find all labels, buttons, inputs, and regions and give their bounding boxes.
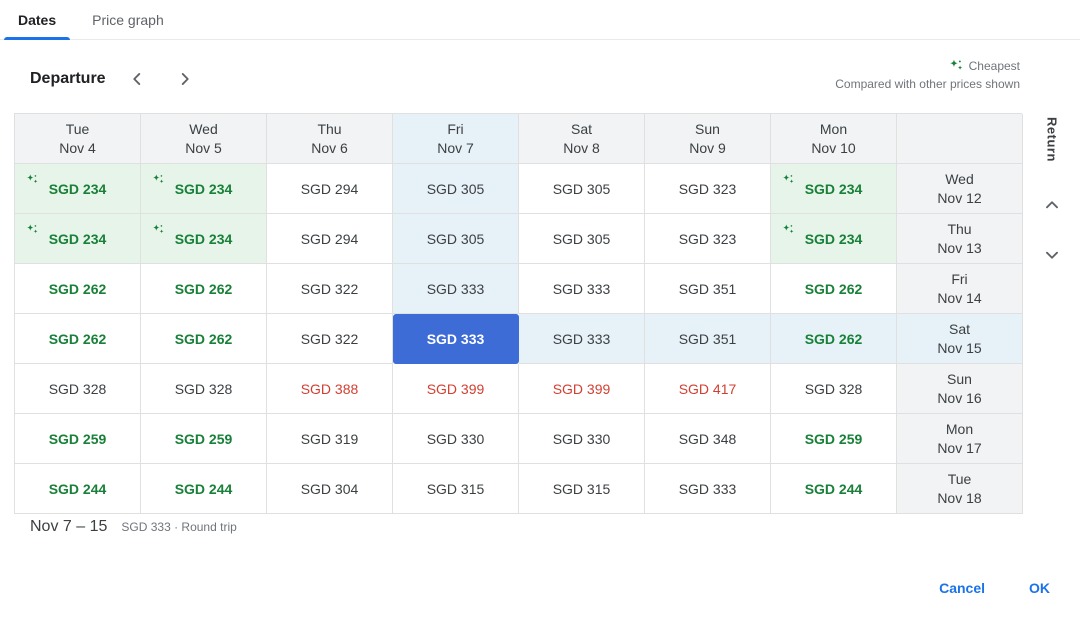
- price-cell[interactable]: SGD 259: [141, 414, 267, 464]
- price-cell[interactable]: SGD 388: [267, 364, 393, 414]
- price-cell[interactable]: SGD 351: [645, 264, 771, 314]
- chevron-up-icon: [1046, 201, 1058, 209]
- departure-col-header: Fri Nov 7: [393, 114, 519, 164]
- prev-dates-button[interactable]: [120, 62, 154, 96]
- price-cell[interactable]: SGD 417: [645, 364, 771, 414]
- return-row-header: Tue Nov 18: [897, 464, 1023, 514]
- tab-dates[interactable]: Dates: [0, 0, 74, 40]
- return-row-header: Sun Nov 16: [897, 364, 1023, 414]
- departure-col-header: Sun Nov 9: [645, 114, 771, 164]
- cheapest-label: Cheapest: [968, 58, 1020, 73]
- price-cell[interactable]: SGD 328: [15, 364, 141, 414]
- price-cell[interactable]: SGD 315: [393, 464, 519, 514]
- chevron-down-icon: [1046, 251, 1058, 259]
- price-cell[interactable]: SGD 399: [393, 364, 519, 414]
- price-cell[interactable]: SGD 322: [267, 264, 393, 314]
- price-cell[interactable]: SGD 234: [15, 214, 141, 264]
- departure-col-header: Sat Nov 8: [519, 114, 645, 164]
- price-cell[interactable]: SGD 323: [645, 164, 771, 214]
- col-header-empty: [897, 114, 1023, 164]
- price-cell[interactable]: SGD 333: [519, 314, 645, 364]
- selected-date-range: Nov 7 – 15: [30, 518, 108, 535]
- next-dates-button[interactable]: [168, 62, 202, 96]
- price-cell[interactable]: SGD 333: [645, 464, 771, 514]
- price-cell[interactable]: SGD 259: [771, 414, 897, 464]
- price-cell[interactable]: SGD 244: [141, 464, 267, 514]
- price-cell[interactable]: SGD 328: [141, 364, 267, 414]
- price-cell[interactable]: SGD 305: [393, 164, 519, 214]
- price-cell[interactable]: SGD 244: [15, 464, 141, 514]
- price-cell[interactable]: SGD 333: [393, 264, 519, 314]
- price-cell[interactable]: SGD 294: [267, 214, 393, 264]
- departure-label: Departure: [30, 70, 106, 87]
- price-cell[interactable]: SGD 305: [393, 214, 519, 264]
- price-cell[interactable]: SGD 322: [267, 314, 393, 364]
- price-cell[interactable]: SGD 333: [519, 264, 645, 314]
- sparkle-icon: [26, 174, 38, 184]
- sparkle-icon: [949, 59, 962, 70]
- return-row-header: Mon Nov 17: [897, 414, 1023, 464]
- price-cell[interactable]: SGD 305: [519, 214, 645, 264]
- scroll-return-up-button[interactable]: [1035, 188, 1069, 222]
- price-cell[interactable]: SGD 262: [771, 314, 897, 364]
- price-cell[interactable]: SGD 294: [267, 164, 393, 214]
- return-label: Return: [1044, 117, 1060, 162]
- price-cell[interactable]: SGD 348: [645, 414, 771, 464]
- price-cell[interactable]: SGD 315: [519, 464, 645, 514]
- chevron-right-icon: [181, 73, 189, 85]
- price-cell[interactable]: SGD 244: [771, 464, 897, 514]
- price-cell[interactable]: SGD 262: [15, 264, 141, 314]
- cheapest-legend: Cheapest Compared with other prices show…: [835, 58, 1020, 92]
- scroll-return-down-button[interactable]: [1035, 238, 1069, 272]
- return-row-header: Thu Nov 13: [897, 214, 1023, 264]
- price-cell[interactable]: SGD 351: [645, 314, 771, 364]
- cancel-button[interactable]: Cancel: [939, 580, 985, 596]
- return-row-header: Fri Nov 14: [897, 264, 1023, 314]
- departure-col-header: Tue Nov 4: [15, 114, 141, 164]
- price-cell[interactable]: SGD 399: [519, 364, 645, 414]
- date-price-grid: Tue Nov 4 Wed Nov 5 Thu Nov 6 Fri Nov 7 Sat Nov 8…: [14, 113, 1023, 514]
- departure-col-header: Wed Nov 5: [141, 114, 267, 164]
- tab-bar: Dates Price graph: [0, 0, 1080, 40]
- price-cell[interactable]: SGD 234: [771, 164, 897, 214]
- price-cell[interactable]: SGD 234: [15, 164, 141, 214]
- departure-col-header: Mon Nov 10: [771, 114, 897, 164]
- price-cell[interactable]: SGD 262: [141, 264, 267, 314]
- price-cell[interactable]: SGD 330: [519, 414, 645, 464]
- price-cell[interactable]: SGD 262: [141, 314, 267, 364]
- return-rail: Return: [1030, 113, 1074, 272]
- sparkle-icon: [26, 224, 38, 234]
- ok-button[interactable]: OK: [1029, 580, 1050, 596]
- dialog-actions: Cancel OK: [939, 580, 1050, 596]
- tab-price-graph[interactable]: Price graph: [92, 11, 164, 28]
- price-cell[interactable]: SGD 323: [645, 214, 771, 264]
- sparkle-icon: [782, 174, 794, 184]
- selected-price-summary: SGD 333 · Round trip: [121, 520, 237, 534]
- sparkle-icon: [152, 224, 164, 234]
- compared-label: Compared with other prices shown: [835, 77, 1020, 91]
- selection-summary: Nov 7 – 15 SGD 333 · Round trip: [30, 518, 237, 536]
- price-cell[interactable]: SGD 259: [15, 414, 141, 464]
- price-cell[interactable]: SGD 328: [771, 364, 897, 414]
- departure-col-header: Thu Nov 6: [267, 114, 393, 164]
- price-cell[interactable]: SGD 234: [141, 164, 267, 214]
- price-cell[interactable]: SGD 262: [771, 264, 897, 314]
- chevron-left-icon: [132, 73, 140, 85]
- sparkle-icon: [782, 224, 794, 234]
- price-cell[interactable]: SGD 319: [267, 414, 393, 464]
- price-cell[interactable]: SGD 234: [141, 214, 267, 264]
- return-row-header: Sat Nov 15: [897, 314, 1023, 364]
- price-cell[interactable]: SGD 304: [267, 464, 393, 514]
- price-cell[interactable]: SGD 234: [771, 214, 897, 264]
- price-cell[interactable]: SGD 262: [15, 314, 141, 364]
- return-row-header: Wed Nov 12: [897, 164, 1023, 214]
- price-cell[interactable]: SGD 330: [393, 414, 519, 464]
- sparkle-icon: [152, 174, 164, 184]
- departure-toolbar: Departure: [30, 62, 202, 96]
- price-cell[interactable]: SGD 333: [393, 314, 519, 364]
- price-cell[interactable]: SGD 305: [519, 164, 645, 214]
